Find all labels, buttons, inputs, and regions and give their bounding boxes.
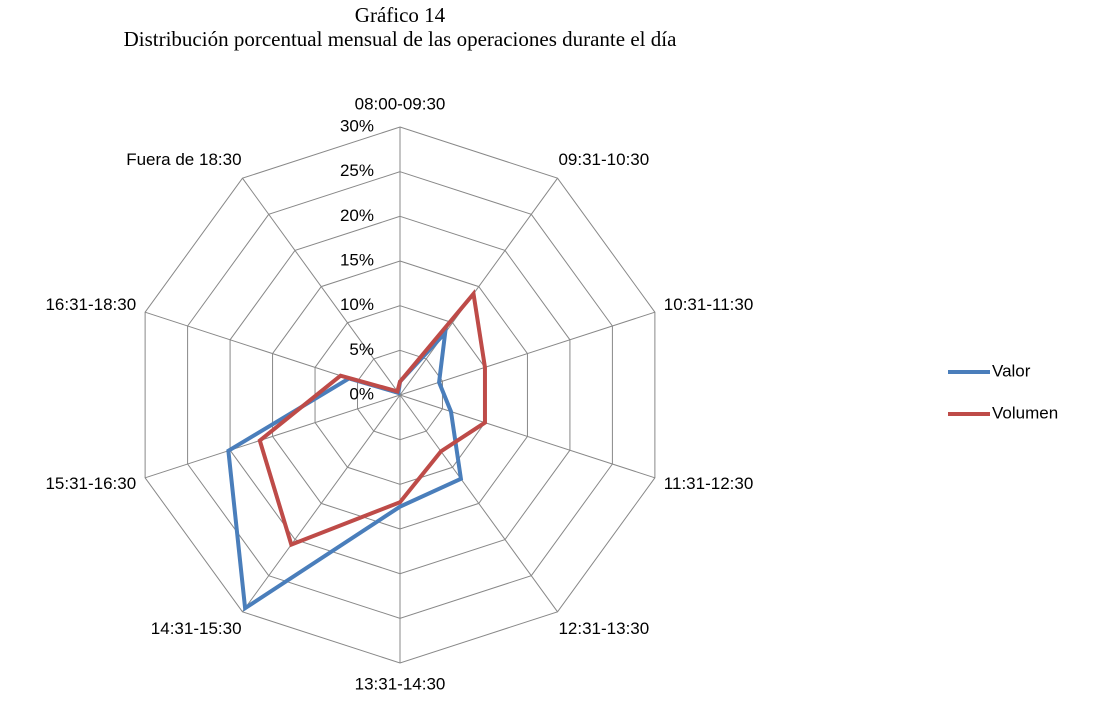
series-line (257, 289, 487, 548)
spoke (242, 394, 401, 613)
spoke (399, 311, 656, 396)
category-label: 11:31-12:30 (664, 474, 753, 493)
category-label: 08:00-09:30 (355, 94, 446, 113)
category-label: Fuera de 18:30 (126, 150, 241, 169)
category-label: 10:31-11:30 (664, 295, 753, 314)
chart-subtitle: Distribución porcentual mensual de las o… (124, 27, 677, 51)
spoke (144, 394, 401, 479)
spoke (399, 177, 558, 396)
category-label: 15:31-16:30 (45, 474, 136, 493)
category-label: 12:31-13:30 (558, 619, 649, 638)
category-label: 14:31-15:30 (151, 619, 242, 638)
spoke (242, 177, 401, 396)
axis-tick-label: 15% (340, 250, 374, 269)
axis-tick-label: 30% (340, 116, 374, 135)
axis-tick-label: 25% (340, 161, 374, 180)
legend-label: Valor (992, 361, 1031, 380)
category-label: 13:31-14:30 (355, 674, 446, 693)
spoke (399, 394, 558, 613)
category-label: 16:31-18:30 (45, 295, 136, 314)
spoke (399, 394, 656, 479)
axis-tick-label: 5% (349, 340, 374, 359)
axis-tick-label: 10% (340, 295, 374, 314)
axis-tick-label: 0% (349, 384, 374, 403)
legend-label: Volumen (992, 403, 1058, 422)
chart-title: Gráfico 14 (355, 3, 446, 27)
axis-tick-label: 20% (340, 206, 374, 225)
category-label: 09:31-10:30 (558, 150, 649, 169)
